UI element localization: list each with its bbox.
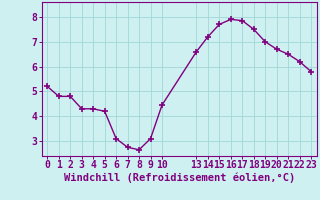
X-axis label: Windchill (Refroidissement éolien,°C): Windchill (Refroidissement éolien,°C) bbox=[64, 173, 295, 183]
